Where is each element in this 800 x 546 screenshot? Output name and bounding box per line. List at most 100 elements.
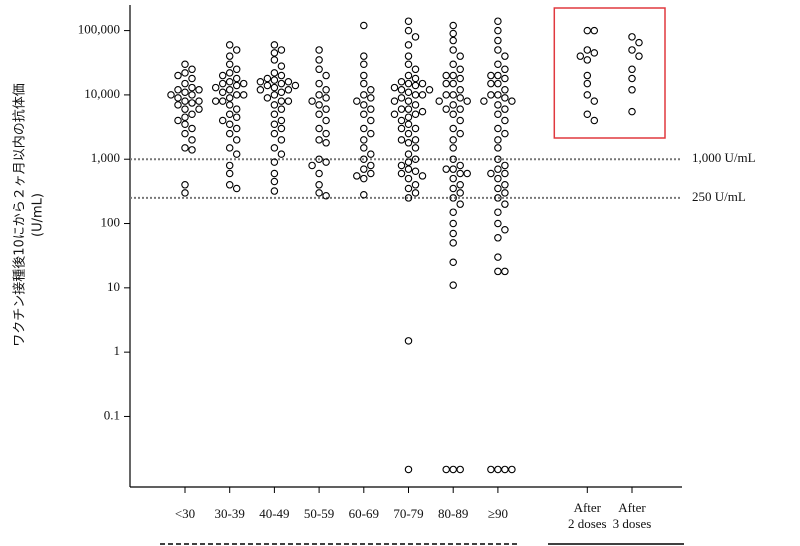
x-tick-label: 80-89: [438, 506, 468, 521]
data-point: [360, 191, 368, 199]
data-point: [418, 107, 427, 116]
x-tick-label: After 3 doses: [613, 500, 652, 531]
data-point: [411, 189, 420, 197]
data-point: [360, 124, 368, 133]
x-tick-label: 50-59: [304, 506, 334, 521]
data-point: [508, 97, 516, 105]
data-point: [232, 65, 241, 74]
data-point: [174, 86, 182, 94]
data-point: [315, 189, 323, 197]
x-tick-label: 70-79: [393, 506, 423, 521]
data-point: [270, 169, 279, 178]
data-point: [494, 60, 502, 68]
y-axis-label: ワクチン接種後10にから２ヶ月以内の抗体価: [12, 83, 28, 347]
data-point: [225, 52, 234, 60]
data-point: [449, 465, 457, 474]
data-point: [322, 94, 330, 102]
data-point: [211, 83, 220, 92]
data-point: [308, 97, 316, 105]
data-point: [411, 124, 420, 133]
data-point: [360, 91, 368, 99]
data-point: [225, 94, 234, 102]
data-point: [225, 60, 234, 68]
data-point: [456, 129, 464, 138]
data-point: [218, 116, 227, 125]
x-tick-label: After 2 doses: [568, 500, 607, 531]
data-point: [583, 71, 592, 80]
data-point: [315, 110, 323, 119]
data-point: [322, 139, 330, 147]
data-point: [456, 169, 464, 178]
data-point: [181, 69, 189, 77]
data-point: [494, 253, 502, 261]
y-tick-label: 100: [101, 215, 121, 230]
data-point: [487, 465, 495, 474]
data-point: [583, 79, 592, 88]
data-point: [315, 181, 323, 189]
data-point: [494, 26, 502, 35]
data-point: [449, 281, 457, 289]
data-point: [411, 74, 420, 83]
data-point: [494, 165, 502, 173]
data-point: [291, 81, 300, 90]
data-point: [456, 161, 464, 170]
data-point: [449, 155, 457, 163]
data-point: [449, 208, 457, 216]
data-point: [590, 97, 599, 105]
data-point: [367, 161, 375, 170]
data-point: [494, 234, 502, 242]
data-point: [188, 91, 196, 99]
data-point: [353, 97, 361, 105]
data-point: [494, 91, 502, 99]
highlight-box: [553, 7, 666, 139]
data-point: [404, 174, 413, 183]
data-point: [263, 94, 272, 102]
data-point: [367, 116, 375, 125]
data-point: [487, 91, 495, 99]
data-point: [270, 187, 279, 195]
data-point: [390, 83, 399, 92]
data-point: [487, 169, 495, 178]
data-point: [232, 150, 241, 158]
data-point: [181, 79, 189, 88]
data-point: [225, 120, 234, 128]
x-tick-label: 40-49: [259, 506, 289, 521]
data-point: [449, 21, 457, 30]
data-point: [390, 110, 399, 119]
data-point: [188, 65, 196, 74]
data-point: [225, 41, 234, 49]
data-point: [270, 101, 279, 109]
data-point: [583, 26, 592, 35]
data-point: [501, 105, 509, 113]
data-point: [501, 116, 509, 125]
data-point: [456, 74, 464, 83]
data-point: [188, 146, 196, 154]
data-point: [397, 124, 406, 133]
data-point: [480, 97, 488, 105]
data-point: [404, 60, 413, 68]
data-point: [232, 184, 241, 193]
data-point: [315, 91, 323, 99]
data-point: [501, 161, 509, 170]
y-tick-label: 10: [107, 279, 120, 294]
data-point: [225, 86, 234, 94]
data-point: [442, 465, 450, 474]
data-point: [181, 97, 189, 105]
y-axis-label-line: ワクチン接種後10にから２ヶ月以内の抗体価: [12, 83, 28, 347]
data-point: [353, 172, 361, 180]
data-point: [397, 136, 406, 144]
data-point: [270, 177, 279, 186]
data-point: [411, 110, 420, 119]
data-point: [270, 41, 279, 49]
data-point: [225, 78, 234, 86]
y-axis-label: (U/mL): [31, 193, 46, 237]
data-point: [583, 91, 592, 99]
data-point: [456, 116, 464, 125]
data-point: [404, 120, 413, 128]
data-point: [411, 181, 420, 189]
data-point: [174, 101, 182, 109]
data-point: [181, 105, 189, 113]
data-point: [181, 181, 189, 189]
data-point: [449, 101, 457, 109]
